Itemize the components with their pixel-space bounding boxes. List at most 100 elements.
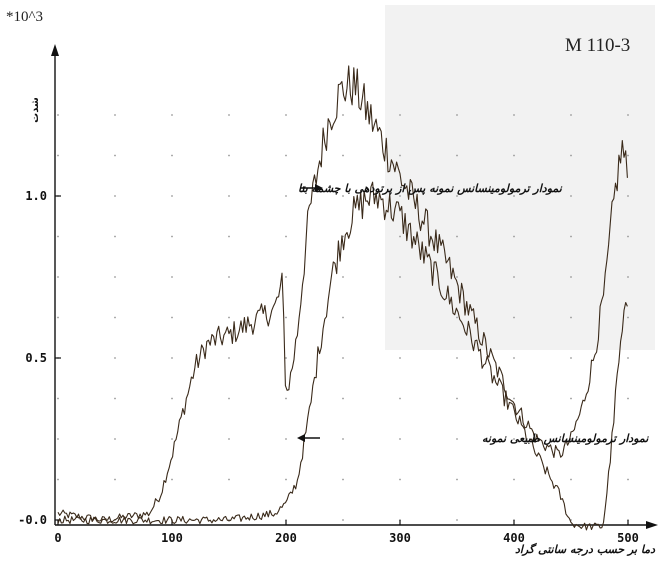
grid-dot	[114, 114, 116, 116]
grid-dot	[399, 438, 401, 440]
y-multiplier: *10^3	[6, 9, 43, 25]
grid-dot	[228, 316, 230, 319]
grid-dot	[114, 235, 116, 238]
grid-dot	[399, 114, 401, 116]
grid-dot	[57, 397, 59, 400]
y-tick-label: 0.5	[25, 351, 47, 365]
y-axis-label: شدت	[30, 97, 41, 123]
grid-dot	[114, 478, 116, 481]
watermark-panel	[385, 5, 655, 350]
annotation-beta-curve-label: نمودار ترمولومینسانس نمونه پس از پرتودهی…	[298, 182, 563, 195]
grid-dot	[513, 316, 515, 319]
grid-dot	[570, 478, 572, 481]
grid-dot	[342, 397, 344, 400]
grid-dot	[114, 316, 116, 319]
x-tick-label: 300	[389, 531, 411, 545]
grid-dot	[456, 478, 458, 481]
grid-dot	[228, 195, 230, 197]
grid-dot	[114, 357, 116, 359]
grid-dot	[342, 438, 344, 440]
y-tick-label: -0.0	[18, 513, 47, 527]
grid-dot	[513, 276, 515, 278]
grid-dot	[228, 438, 230, 440]
x-axis-arrow	[646, 521, 658, 529]
grid-dot	[570, 357, 572, 359]
grid-dot	[171, 357, 173, 359]
x-tick-label: 0	[54, 531, 61, 545]
grid-dot	[627, 114, 629, 116]
grid-dot	[513, 195, 515, 197]
grid-dot	[570, 154, 572, 157]
x-axis-label: دما بر حسب درجه سانتی گراد	[515, 542, 656, 556]
grid-dot	[627, 195, 629, 197]
grid-dot	[513, 357, 515, 359]
grid-dot	[114, 397, 116, 400]
grid-dot	[285, 276, 287, 278]
x-tick-label: 400	[503, 531, 525, 545]
grid-dot	[399, 357, 401, 359]
grid-dot	[627, 478, 629, 481]
grid-dot	[399, 154, 401, 157]
grid-dot	[57, 438, 59, 440]
grid-dot	[342, 519, 344, 521]
annotation-arrow-left-icon	[297, 434, 320, 442]
grid-dot	[171, 397, 173, 400]
series-layer	[57, 65, 628, 531]
grid-dot	[399, 276, 401, 278]
grid-dot	[228, 154, 230, 157]
grid-dot	[399, 235, 401, 238]
grid-dot	[627, 235, 629, 238]
grid-dot	[456, 235, 458, 238]
curve-beta-irradiated	[57, 65, 628, 523]
grid-dot	[456, 357, 458, 359]
grid-dot	[57, 154, 59, 157]
grid-dot	[570, 397, 572, 400]
grid-dot	[285, 154, 287, 157]
grid-dot	[627, 276, 629, 278]
grid-dot	[627, 438, 629, 440]
grid-dot	[513, 478, 515, 481]
grid-dot	[57, 276, 59, 278]
grid-dot	[570, 235, 572, 238]
grid-dot	[228, 397, 230, 400]
grid-dot	[171, 154, 173, 157]
grid-dot	[228, 114, 230, 116]
grid-dot	[285, 397, 287, 400]
grid-dot	[570, 114, 572, 116]
grid-dot	[342, 478, 344, 481]
x-tick-label: 200	[275, 531, 297, 545]
grid-dot	[627, 357, 629, 359]
grid-dot	[228, 478, 230, 481]
grid-dot	[57, 316, 59, 319]
x-tick-label: 100	[161, 531, 183, 545]
grid-dot	[228, 357, 230, 359]
grid-dot	[456, 154, 458, 157]
grid-dot	[228, 235, 230, 238]
grid-dot	[342, 195, 344, 197]
annotation-natural-curve-label: نمودار ترمولومینسانس طبیعی نمونه	[482, 432, 649, 445]
grid-dot	[171, 316, 173, 319]
grid-dot	[57, 114, 59, 116]
grid-dot	[456, 438, 458, 440]
grid-dot	[228, 276, 230, 278]
x-tick-label: 500	[617, 531, 639, 545]
grid-dot	[570, 316, 572, 319]
grid-dot	[57, 235, 59, 238]
grid-dot	[114, 438, 116, 440]
grid-dot	[285, 357, 287, 359]
grid-dot	[171, 235, 173, 238]
grid-dot	[57, 478, 59, 481]
grid-dot	[513, 154, 515, 157]
y-axis-arrow	[51, 44, 59, 56]
chart-title: M 110-3	[565, 35, 630, 56]
grid-dot	[285, 438, 287, 440]
grid-dot	[513, 397, 515, 400]
grid-dot	[171, 195, 173, 197]
grid-dot	[114, 276, 116, 278]
grid-dot	[513, 114, 515, 116]
grid-dot	[342, 114, 344, 116]
grid-dot	[171, 276, 173, 278]
grid-dot	[285, 195, 287, 197]
grid-dot	[627, 316, 629, 319]
